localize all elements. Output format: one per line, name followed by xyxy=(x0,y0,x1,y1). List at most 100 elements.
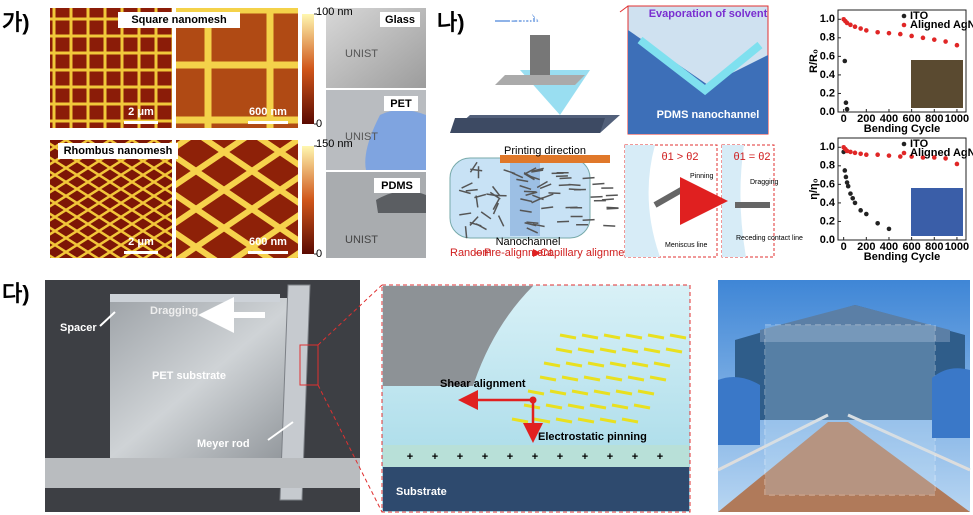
nanowire xyxy=(491,185,501,197)
x-axis-label: Bending Cycle xyxy=(864,123,940,135)
data-point xyxy=(875,29,880,35)
panel-da: 다) Spacer Dragging PET substrate Meyer r… xyxy=(2,280,971,513)
nanowire xyxy=(605,194,618,197)
channel xyxy=(530,35,550,80)
text: θ1 = θ2 xyxy=(733,151,770,163)
data-point xyxy=(852,150,858,156)
scale-label: 2 μm xyxy=(128,106,154,118)
data-point xyxy=(886,226,892,232)
text: Substrate xyxy=(396,486,447,498)
nanowire xyxy=(524,221,537,227)
colorbar-label: 100 nm xyxy=(316,6,353,18)
meniscus xyxy=(637,36,763,96)
scale-bar xyxy=(124,251,158,254)
nanowire xyxy=(489,191,501,200)
y-axis-label: R/R₀ xyxy=(808,49,820,73)
nanowire xyxy=(606,207,619,210)
data-point xyxy=(844,106,850,112)
data-point xyxy=(909,154,914,159)
data-point xyxy=(898,31,903,37)
legend-marker xyxy=(901,141,907,147)
nanowire xyxy=(520,198,533,203)
data-point xyxy=(844,20,850,26)
nanowire xyxy=(465,188,478,192)
scale-label: 2 μm xyxy=(128,236,154,248)
y-tick-label: 0.6 xyxy=(820,50,835,62)
legend-label: Aligned AgNW xyxy=(910,19,973,31)
nanowire xyxy=(469,161,478,173)
label-box xyxy=(374,178,420,193)
title: Square nanomesh xyxy=(131,14,227,26)
inset-photo xyxy=(911,188,963,236)
nanowire xyxy=(532,194,544,201)
nanowire xyxy=(523,172,535,180)
charge: + xyxy=(657,451,663,463)
leader xyxy=(267,421,294,441)
nanowire xyxy=(531,167,544,172)
inset-photo xyxy=(911,60,963,108)
nanowire xyxy=(519,209,532,213)
text: Dragging xyxy=(150,305,198,317)
nanowire xyxy=(567,403,585,410)
data-point xyxy=(852,200,858,206)
nanowire xyxy=(589,403,607,410)
nanowire xyxy=(649,375,667,382)
nanowire xyxy=(609,361,627,368)
nanowires xyxy=(458,161,619,239)
building-top xyxy=(760,305,950,342)
nanowire xyxy=(555,347,573,354)
panel-ga: 가) Square nanomesh Rhombus nanomesh 2 μm… xyxy=(2,6,426,260)
nanowire xyxy=(475,223,487,231)
y-tick-label: 0.4 xyxy=(820,197,836,209)
substrate xyxy=(450,118,605,133)
data-point xyxy=(858,151,863,157)
nanowire xyxy=(531,169,544,173)
nanowire xyxy=(568,183,581,187)
y-tick-label: 1.0 xyxy=(820,141,835,153)
data-point xyxy=(848,191,853,196)
nanowire xyxy=(627,375,645,382)
railing xyxy=(717,413,971,472)
text: Printing xyxy=(509,14,551,26)
nanowire xyxy=(601,198,614,201)
colorbar xyxy=(302,14,314,124)
data-point xyxy=(886,30,892,36)
point xyxy=(529,396,537,404)
nanowire xyxy=(611,403,629,410)
nanowire xyxy=(541,206,554,210)
charge: + xyxy=(632,451,638,463)
charge: + xyxy=(532,451,538,463)
data-point xyxy=(920,155,926,160)
text: Dragging xyxy=(750,179,779,186)
scale-label: 600 nm xyxy=(249,106,287,118)
nanowire xyxy=(526,221,539,224)
data-point xyxy=(864,211,869,217)
liquid xyxy=(625,145,660,257)
data-point xyxy=(843,100,849,106)
nanowire xyxy=(469,216,479,226)
label-box xyxy=(380,12,420,27)
tweezers xyxy=(376,191,426,213)
data-point xyxy=(864,152,869,157)
nanowire xyxy=(621,347,639,354)
nanowire xyxy=(582,176,595,180)
roller xyxy=(383,286,533,386)
nanowire xyxy=(599,347,617,354)
nanowire xyxy=(605,375,623,382)
title: Rhombus nanomesh xyxy=(64,145,173,157)
text: Receding contact line xyxy=(736,235,803,242)
data-point xyxy=(875,221,880,226)
text: PDMS nanochannel xyxy=(657,109,760,121)
nanowire xyxy=(637,389,655,396)
nanowire xyxy=(665,347,683,354)
data-point xyxy=(842,168,848,173)
nanowire xyxy=(539,183,552,190)
nanowire xyxy=(593,389,611,396)
nanowire xyxy=(474,193,487,199)
bridge-deck xyxy=(718,422,970,512)
data-point xyxy=(858,26,863,31)
data-point xyxy=(843,174,849,180)
nanowire xyxy=(523,190,536,193)
nanowire xyxy=(526,227,539,234)
text: PET substrate xyxy=(152,370,226,382)
